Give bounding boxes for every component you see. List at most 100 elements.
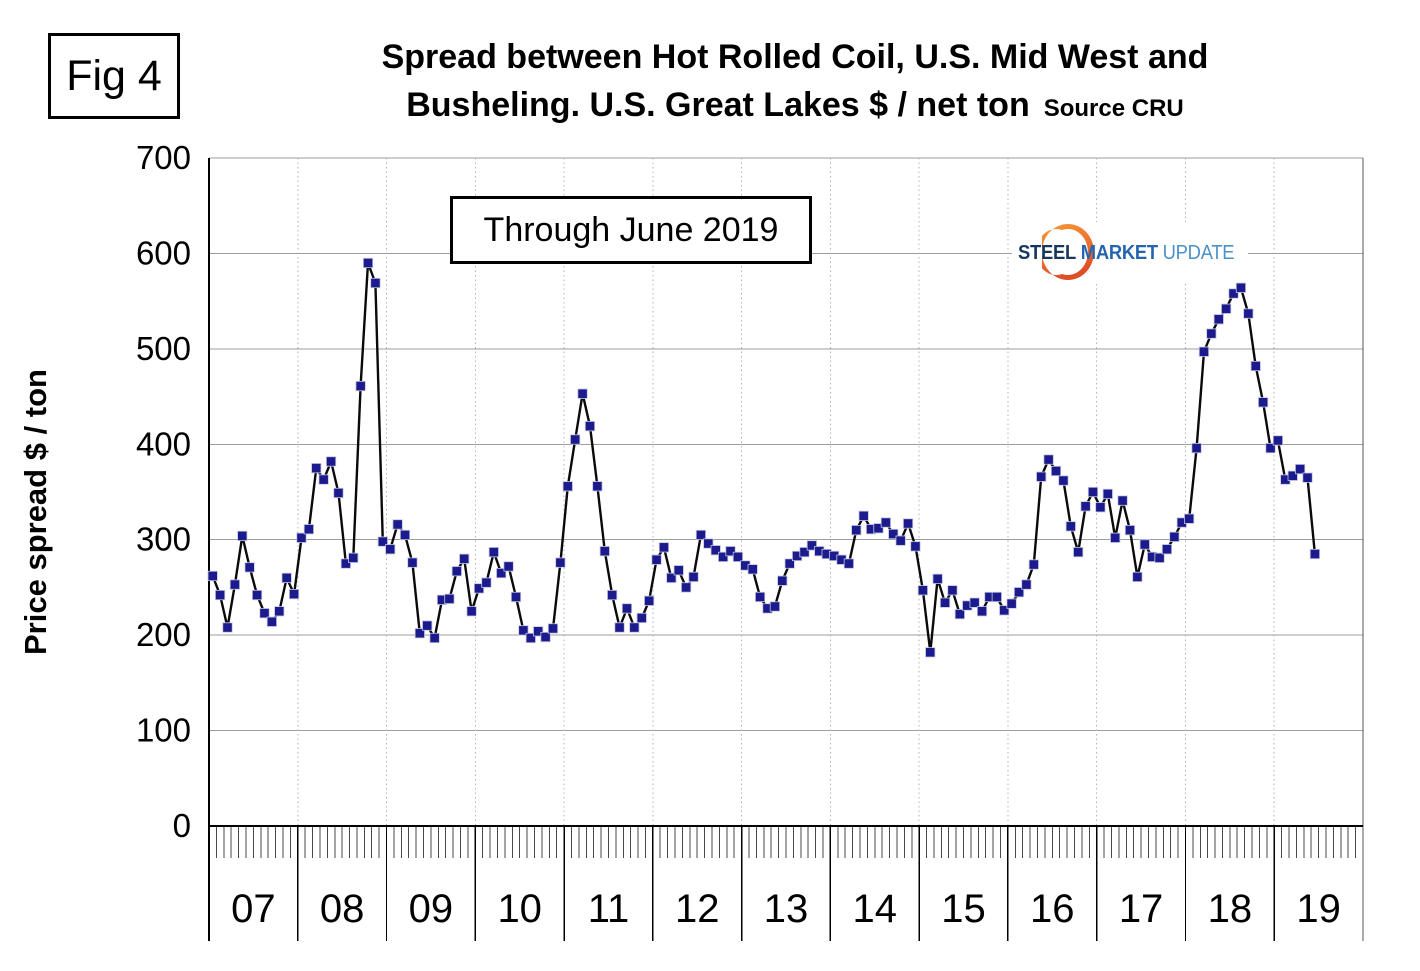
data-point-marker [429, 632, 440, 644]
data-point-marker [1021, 579, 1032, 590]
data-point-marker [629, 622, 640, 633]
data-point-marker [1161, 544, 1173, 555]
logo-word-steel: STEEL [1018, 242, 1076, 264]
data-point-marker [644, 595, 655, 606]
x-axis-year-label: 15 [941, 887, 986, 931]
data-point-marker [1080, 501, 1091, 512]
data-point-marker [451, 566, 462, 577]
x-axis-year-label: 08 [320, 887, 365, 931]
data-point-marker [229, 579, 240, 590]
data-point-marker [843, 558, 854, 569]
data-point-marker [1154, 552, 1165, 563]
data-point-marker [540, 631, 551, 643]
chart-title-line1: Spread between Hot Rolled Coil, U.S. Mid… [381, 38, 1209, 76]
data-point-marker [1058, 475, 1069, 486]
x-axis-year-label: 18 [1208, 887, 1253, 931]
data-point-marker [1206, 328, 1217, 339]
data-point-marker [466, 606, 477, 617]
data-point-marker [658, 542, 670, 553]
data-point-marker [244, 562, 255, 573]
annotation-box: Through June 2019 [450, 196, 812, 264]
data-point-marker [303, 524, 314, 535]
data-point-marker [732, 551, 744, 562]
x-axis-year-label: 19 [1296, 887, 1341, 931]
source-label: Source CRU [1043, 94, 1184, 122]
data-point-marker [688, 571, 699, 583]
data-point-marker [666, 572, 677, 583]
data-point-marker [858, 510, 869, 521]
data-point-marker [1235, 282, 1247, 293]
data-point-marker [880, 517, 891, 528]
data-point-marker [969, 597, 980, 608]
data-point-marker [288, 589, 300, 600]
data-point-marker [777, 575, 788, 586]
data-point-marker [902, 518, 914, 529]
data-point-marker [318, 474, 329, 485]
data-point-marker [1198, 346, 1210, 357]
data-point-marker [1087, 486, 1099, 498]
data-point-marker [703, 538, 714, 549]
data-point-marker [222, 622, 233, 633]
data-point-marker [769, 601, 781, 612]
data-point-marker [718, 551, 729, 562]
data-point-marker [348, 552, 359, 563]
data-point-marker [710, 545, 721, 556]
data-point-marker [621, 603, 633, 614]
year-separators [297, 826, 1275, 941]
data-point-marker [1013, 587, 1025, 598]
x-axis-year-label: 07 [231, 887, 276, 931]
data-point-marker [488, 547, 499, 558]
data-point-marker [444, 593, 455, 604]
x-axis-year-label: 16 [1030, 887, 1075, 931]
data-point-marker [673, 565, 684, 576]
data-point-marker [1302, 472, 1313, 483]
data-point-marker [496, 568, 507, 579]
data-point-marker [407, 557, 418, 568]
data-point-marker [1050, 465, 1062, 477]
data-point-marker [599, 546, 610, 557]
data-point-marker [370, 277, 381, 289]
data-point-marker [281, 572, 292, 583]
data-point-marker [207, 570, 218, 582]
data-point-marker [1213, 314, 1224, 325]
data-point-marker [1191, 443, 1202, 454]
data-point-marker [939, 597, 951, 608]
month-ticks [208, 827, 1364, 858]
data-point-marker [1295, 463, 1306, 475]
data-point-marker [1139, 539, 1150, 550]
y-axis-tick-label: 100 [136, 712, 191, 749]
y-axis-tick-label: 200 [136, 616, 191, 653]
data-point-marker [1132, 571, 1143, 583]
data-point-marker [784, 558, 795, 569]
data-point-marker [755, 591, 766, 603]
data-point-marker [1250, 360, 1261, 372]
data-point-marker [895, 535, 906, 546]
data-point-marker [577, 388, 588, 399]
data-point-marker [362, 257, 374, 269]
data-point-marker [1309, 548, 1321, 560]
x-axis-year-label: 10 [497, 887, 542, 931]
data-point-marker [1221, 303, 1232, 314]
data-point-marker [547, 623, 559, 634]
x-axis-year-label: 11 [588, 887, 630, 931]
data-point-marker [214, 589, 226, 601]
data-point-marker [325, 456, 337, 467]
data-point-marker [1006, 598, 1017, 609]
data-point-marker [251, 589, 263, 601]
axes [208, 158, 1364, 941]
data-point-marker [851, 525, 862, 536]
data-point-marker [873, 523, 884, 534]
x-axis-year-label: 14 [853, 887, 898, 931]
logo-word-update: UPDATE [1162, 242, 1235, 264]
data-point-marker [1169, 531, 1180, 542]
data-point-marker [1073, 547, 1084, 558]
data-point-marker [1028, 559, 1039, 570]
data-point-marker [377, 536, 388, 547]
data-point-marker [999, 605, 1010, 616]
data-point-marker [355, 380, 366, 392]
data-point-marker [274, 606, 285, 617]
data-point-marker [725, 546, 736, 557]
data-point-marker [562, 481, 573, 492]
data-point-markers [207, 257, 1321, 658]
